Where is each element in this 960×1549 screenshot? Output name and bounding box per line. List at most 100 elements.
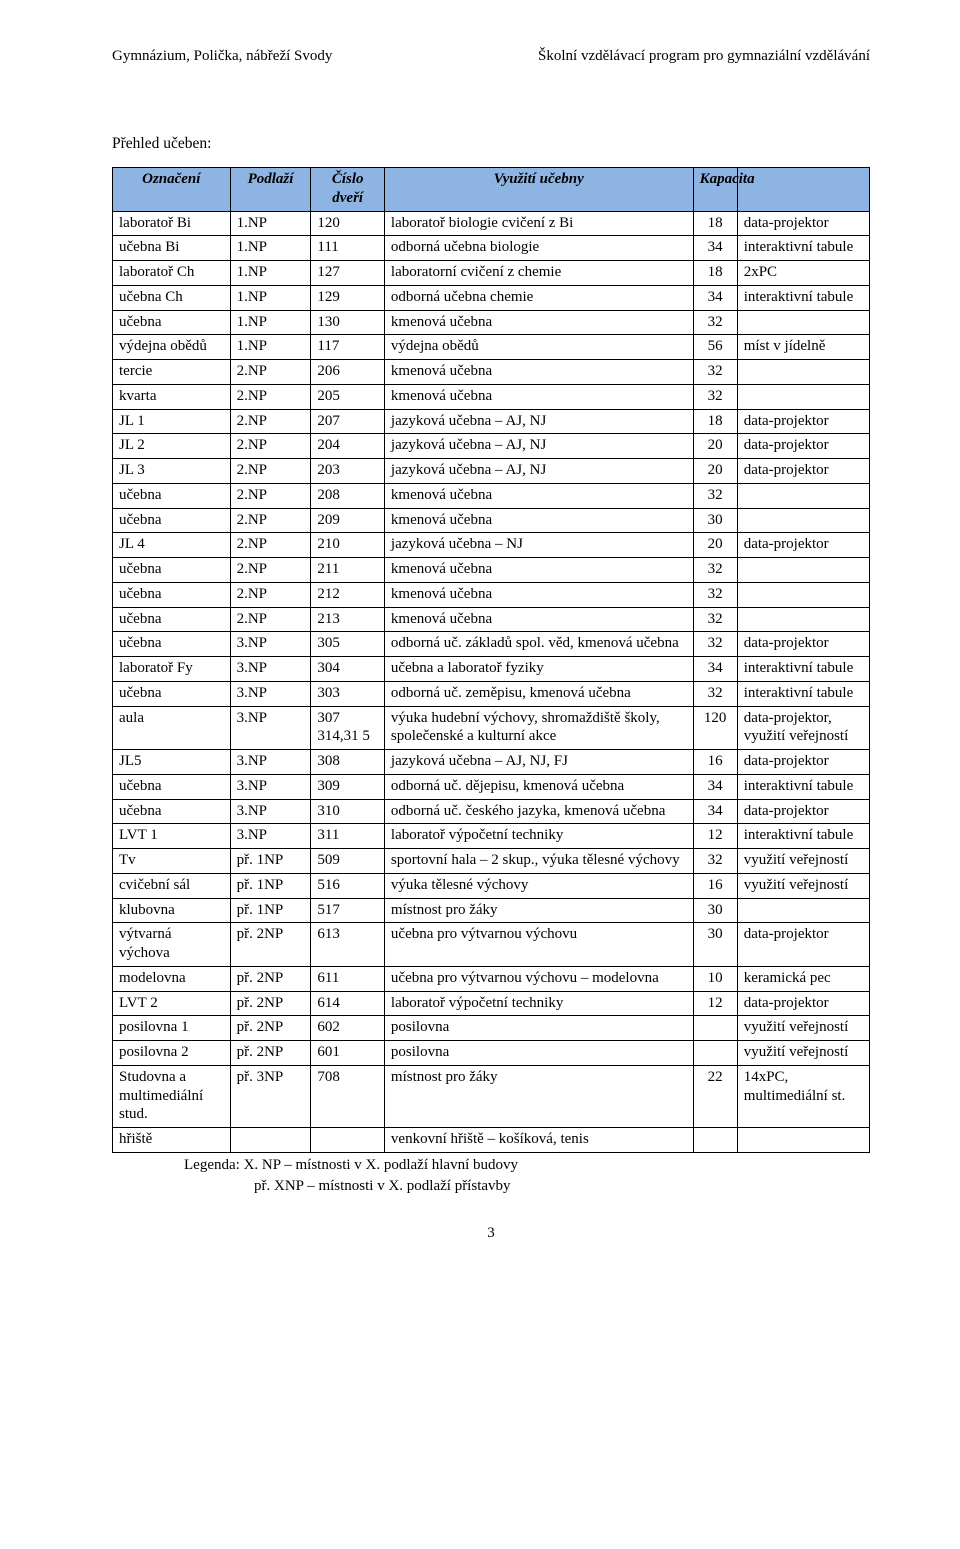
table-cell: 208 <box>311 483 384 508</box>
table-cell: 516 <box>311 873 384 898</box>
table-cell: klubovna <box>113 898 231 923</box>
table-cell <box>737 310 869 335</box>
table-cell: cvičební sál <box>113 873 231 898</box>
table-cell: 3.NP <box>230 799 311 824</box>
table-cell: modelovna <box>113 966 231 991</box>
table-cell: Tv <box>113 849 231 874</box>
table-cell: 203 <box>311 459 384 484</box>
table-cell: 209 <box>311 508 384 533</box>
table-cell: keramická pec <box>737 966 869 991</box>
table-cell: 22 <box>693 1065 737 1127</box>
table-cell: 205 <box>311 384 384 409</box>
table-cell: 204 <box>311 434 384 459</box>
table-cell: JL 1 <box>113 409 231 434</box>
table-cell: jazyková učebna – AJ, NJ <box>384 409 693 434</box>
table-row: LVT 2př. 2NP614laboratoř výpočetní techn… <box>113 991 870 1016</box>
table-cell: 305 <box>311 632 384 657</box>
table-cell: 2.NP <box>230 434 311 459</box>
legend-label: Legenda: <box>184 1157 240 1173</box>
table-cell: učebna <box>113 774 231 799</box>
table-cell: 16 <box>693 750 737 775</box>
table-cell: 708 <box>311 1065 384 1127</box>
table-cell: př. 1NP <box>230 898 311 923</box>
legend-line-2: př. XNP – místnosti v X. podlaží přístav… <box>254 1178 870 1195</box>
table-cell: laboratoř Bi <box>113 211 231 236</box>
table-cell: 32 <box>693 681 737 706</box>
table-cell <box>737 384 869 409</box>
table-cell: jazyková učebna – AJ, NJ <box>384 434 693 459</box>
table-cell: 130 <box>311 310 384 335</box>
table-cell: jazyková učebna – NJ <box>384 533 693 558</box>
table-cell: učebna <box>113 607 231 632</box>
table-row: LVT 13.NP311laboratoř výpočetní techniky… <box>113 824 870 849</box>
table-row: učebna2.NP209kmenová učebna30 <box>113 508 870 533</box>
table-cell: hřiště <box>113 1128 231 1153</box>
table-cell: aula <box>113 706 231 750</box>
table-cell: učebna <box>113 799 231 824</box>
page: Gymnázium, Polička, nábřeží Svody Školní… <box>0 0 960 1290</box>
table-cell: jazyková učebna – AJ, NJ, FJ <box>384 750 693 775</box>
table-cell: jazyková učebna – AJ, NJ <box>384 459 693 484</box>
col-door: Číslo dveří <box>311 168 384 212</box>
table-cell: 18 <box>693 211 737 236</box>
table-row: JL 12.NP207jazyková učebna – AJ, NJ18dat… <box>113 409 870 434</box>
col-use: Využití učebny <box>384 168 693 212</box>
table-row: modelovnapř. 2NP611učebna pro výtvarnou … <box>113 966 870 991</box>
table-cell: 309 <box>311 774 384 799</box>
table-cell: 12 <box>693 824 737 849</box>
table-cell: 14xPC, multimediální st. <box>737 1065 869 1127</box>
table-cell: data-projektor <box>737 991 869 1016</box>
table-cell: kmenová učebna <box>384 508 693 533</box>
table-cell: 34 <box>693 774 737 799</box>
table-cell: JL 4 <box>113 533 231 558</box>
table-cell: 32 <box>693 632 737 657</box>
table-row: tercie2.NP206kmenová učebna32 <box>113 360 870 385</box>
table-cell: 32 <box>693 558 737 583</box>
table-cell <box>693 1041 737 1066</box>
table-cell: 56 <box>693 335 737 360</box>
table-row: kvarta2.NP205kmenová učebna32 <box>113 384 870 409</box>
table-cell: 20 <box>693 533 737 558</box>
table-cell <box>737 898 869 923</box>
table-cell: 2.NP <box>230 508 311 533</box>
table-cell: laboratoř Ch <box>113 261 231 286</box>
table-cell: 18 <box>693 409 737 434</box>
table-cell: 3.NP <box>230 774 311 799</box>
table-cell: 3.NP <box>230 681 311 706</box>
table-cell: 120 <box>693 706 737 750</box>
table-cell: 111 <box>311 236 384 261</box>
table-cell: 207 <box>311 409 384 434</box>
table-cell: výuka tělesné výchovy <box>384 873 693 898</box>
table-cell: posilovna <box>384 1016 693 1041</box>
table-cell: výuka hudební výchovy, shromaždiště škol… <box>384 706 693 750</box>
table-row: JL 32.NP203jazyková učebna – AJ, NJ20dat… <box>113 459 870 484</box>
table-row: laboratoř Bi1.NP120laboratoř biologie cv… <box>113 211 870 236</box>
table-cell: 311 <box>311 824 384 849</box>
table-cell <box>737 558 869 583</box>
table-cell: 1.NP <box>230 236 311 261</box>
table-cell: učebna Bi <box>113 236 231 261</box>
table-cell: využití veřejností <box>737 849 869 874</box>
table-cell: výtvarná výchova <box>113 923 231 967</box>
table-cell: 32 <box>693 607 737 632</box>
table-cell: využití veřejností <box>737 873 869 898</box>
header-right: Školní vzdělávací program pro gymnaziáln… <box>538 48 870 65</box>
table-row: laboratoř Ch1.NP127laboratorní cvičení z… <box>113 261 870 286</box>
table-cell: 3.NP <box>230 632 311 657</box>
table-cell: 32 <box>693 483 737 508</box>
table-cell: odborná uč. zeměpisu, kmenová učebna <box>384 681 693 706</box>
table-cell: 2.NP <box>230 582 311 607</box>
table-cell: laboratoř Fy <box>113 657 231 682</box>
table-row: posilovna 2př. 2NP601posilovnavyužití ve… <box>113 1041 870 1066</box>
table-cell: LVT 1 <box>113 824 231 849</box>
table-cell: místnost pro žáky <box>384 1065 693 1127</box>
table-cell <box>311 1128 384 1153</box>
col-label: Označení <box>113 168 231 212</box>
table-cell: 206 <box>311 360 384 385</box>
table-cell: 308 <box>311 750 384 775</box>
page-number: 3 <box>112 1225 870 1242</box>
table-cell: 30 <box>693 508 737 533</box>
table-cell: tercie <box>113 360 231 385</box>
table-cell: 34 <box>693 799 737 824</box>
table-cell: data-projektor <box>737 750 869 775</box>
